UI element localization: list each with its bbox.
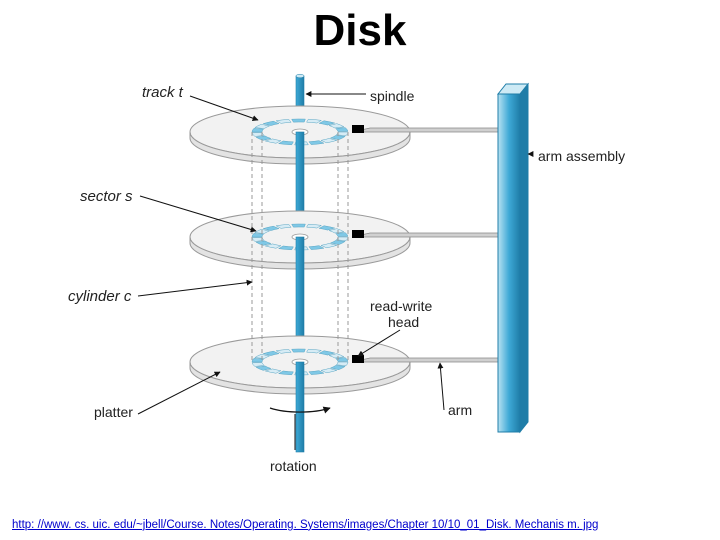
label-sector: sector s [80, 188, 133, 205]
label-spindle: spindle [370, 88, 414, 104]
label-arm: arm [448, 402, 472, 418]
source-link[interactable]: http: //www. cs. uic. edu/~jbell/Course.… [12, 518, 708, 532]
page-title: Disk [0, 6, 720, 56]
label-arm-assembly: arm assembly [538, 148, 625, 164]
label-rw-head-1: read-write [370, 298, 432, 314]
label-rw-head-2: head [388, 314, 419, 330]
disk-diagram: spindle track t sector s cylinder c plat… [80, 72, 640, 482]
label-track: track t [142, 84, 183, 101]
label-rotation: rotation [270, 458, 317, 474]
label-platter: platter [94, 404, 133, 420]
label-cylinder: cylinder c [68, 288, 131, 305]
